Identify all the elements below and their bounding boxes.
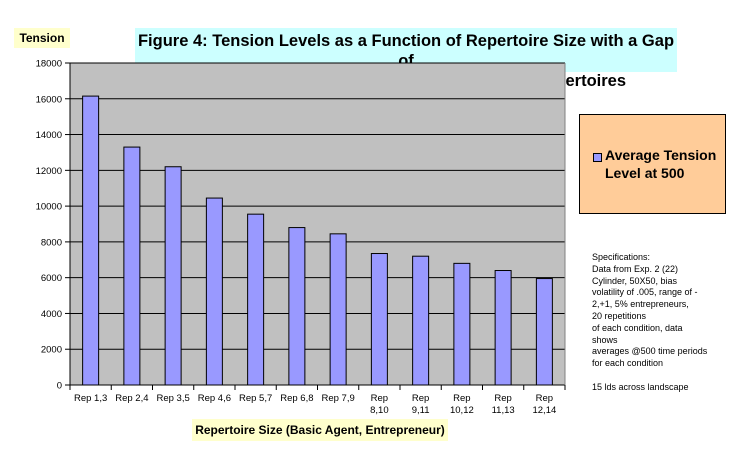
specifications-text: Specifications: Data from Exp. 2 (22) Cyli… — [592, 252, 728, 394]
y-tick-label: 10000 — [36, 202, 62, 213]
spec-line: Data from Exp. 2 (22) — [592, 263, 679, 274]
spec-line: 20 repetitions — [592, 310, 647, 321]
bar — [370, 253, 388, 386]
x-tick-label: 8,10 — [370, 405, 389, 416]
x-tick-label: 9,11 — [412, 405, 430, 416]
x-tick-label: Rep — [536, 393, 553, 404]
y-tick-label: 18000 — [36, 59, 62, 70]
spec-line: Cylinder, 50X50, bias — [592, 275, 678, 286]
x-tick-label: Rep — [453, 393, 470, 404]
x-tick-label: Rep 1,3 — [74, 393, 107, 404]
x-tick-label: Rep — [412, 393, 429, 404]
bar — [288, 227, 306, 386]
bar — [164, 166, 182, 386]
y-axis-title: Tension — [14, 28, 70, 48]
bar — [453, 262, 471, 386]
spec-line: averages @500 time periods — [592, 346, 708, 357]
y-tick-label: 16000 — [36, 94, 62, 105]
x-tick-label: Rep 2,4 — [115, 393, 148, 404]
y-tick-label: 2000 — [41, 345, 62, 356]
x-tick-label: Rep 4,6 — [198, 393, 231, 404]
y-tick-label: 8000 — [41, 237, 62, 248]
y-tick-label: 0 — [57, 381, 62, 392]
legend-swatch — [593, 153, 602, 162]
bar — [205, 197, 223, 386]
bar — [247, 213, 265, 386]
spec-line: 2,+1, 5% entrepreneurs, — [592, 299, 689, 310]
y-tick-label: 14000 — [36, 130, 62, 141]
x-tick-label: 12,14 — [532, 405, 556, 416]
bar — [123, 146, 141, 386]
spec-line: Specifications: — [592, 252, 651, 262]
legend-label: Average Tension Level at 500 — [605, 147, 717, 181]
x-axis-title: Repertoire Size (Basic Agent, Entreprene… — [192, 419, 448, 441]
spec-line: volatility of .005, range of - — [592, 287, 698, 298]
bar — [412, 255, 430, 386]
x-tick-label: Rep — [371, 393, 388, 404]
bar — [82, 95, 100, 386]
spec-line: shows — [592, 334, 618, 345]
x-tick-label: 11,13 — [492, 405, 515, 416]
x-tick-label: Rep 7,9 — [321, 393, 354, 404]
x-tick-label: Rep 6,8 — [280, 393, 313, 404]
y-tick-label: 6000 — [41, 273, 62, 284]
plot-area — [70, 63, 565, 385]
legend: Average Tension Level at 500 — [579, 114, 726, 214]
spec-line: 15 lds across landscape — [592, 381, 689, 392]
y-tick-label: 12000 — [36, 166, 62, 177]
x-tick-label: Rep — [494, 393, 511, 404]
x-tick-label: Rep 5,7 — [239, 393, 272, 404]
bar — [329, 233, 347, 386]
x-tick-label: 10,12 — [450, 405, 474, 416]
spec-line: for each condition — [592, 358, 664, 369]
spec-line — [592, 370, 728, 382]
spec-line: of each condition, data — [592, 322, 683, 333]
y-tick-label: 4000 — [41, 309, 62, 320]
bar — [535, 278, 553, 386]
bar — [494, 270, 512, 386]
x-tick-label: Rep 3,5 — [156, 393, 189, 404]
